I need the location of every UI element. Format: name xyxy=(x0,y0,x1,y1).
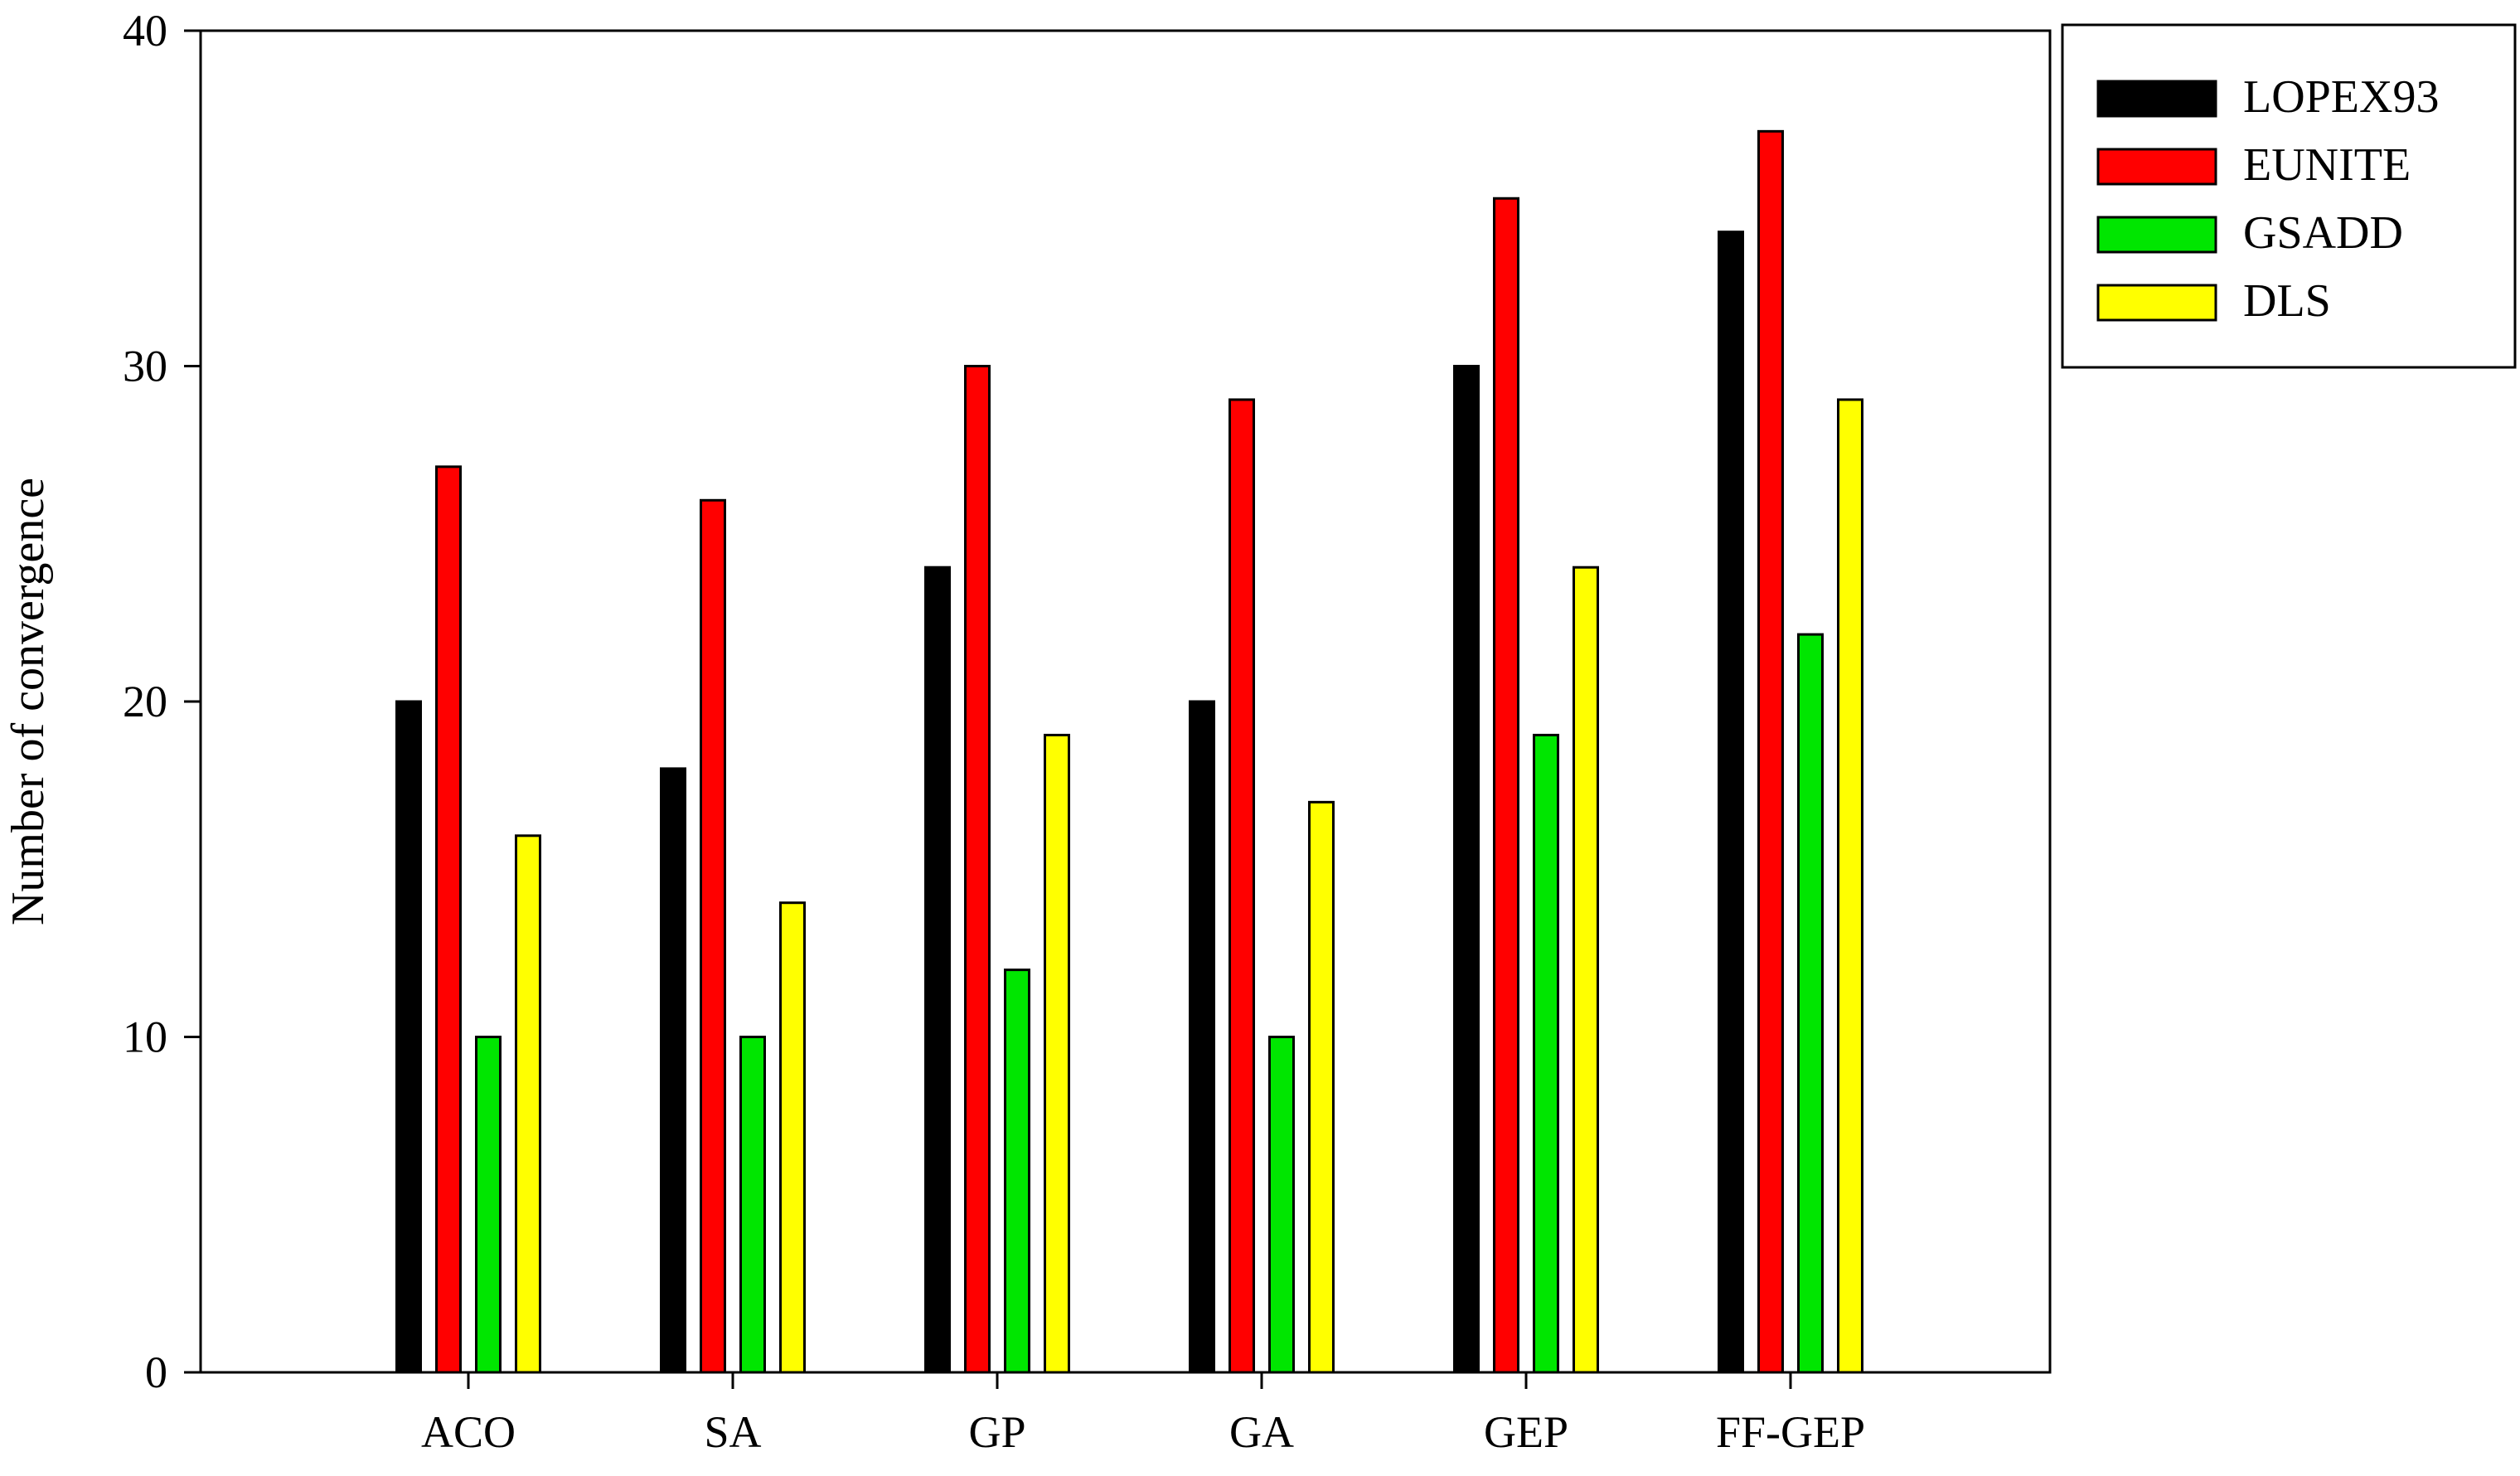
x-tick-label: GP xyxy=(968,1407,1025,1457)
bar xyxy=(475,1036,502,1374)
y-tick-label: 0 xyxy=(145,1347,167,1397)
bar xyxy=(660,767,686,1374)
bar xyxy=(924,566,951,1374)
bar xyxy=(1837,398,1863,1374)
legend: LOPEX93 EUNITE GSADD DLS xyxy=(2061,23,2517,369)
y-tick-label: 30 xyxy=(123,342,167,391)
bar xyxy=(515,834,541,1374)
bar xyxy=(1228,398,1255,1374)
bar xyxy=(1718,231,1744,1374)
x-tick-label: ACO xyxy=(421,1407,516,1457)
legend-label: DLS xyxy=(2243,275,2331,327)
plot-area xyxy=(395,129,1863,1374)
bar xyxy=(1493,197,1519,1374)
y-tick-label: 40 xyxy=(123,6,167,56)
legend-swatch xyxy=(2096,284,2217,322)
x-tick-label: GA xyxy=(1229,1407,1294,1457)
bar xyxy=(779,901,806,1374)
bar xyxy=(964,365,991,1374)
x-tick-label: GEP xyxy=(1484,1407,1568,1457)
bar xyxy=(1044,733,1070,1374)
axes: 0 10 20 30 40 ACO SA GP GA GEP FF-GEP xyxy=(123,6,2052,1457)
y-tick-label: 20 xyxy=(123,677,167,726)
legend-swatch xyxy=(2096,148,2217,186)
bar xyxy=(1308,800,1335,1374)
bar xyxy=(739,1036,766,1374)
y-axis-label: Number of convergence xyxy=(2,478,54,925)
x-tick-label: SA xyxy=(704,1407,761,1457)
x-tick-label: FF-GEP xyxy=(1716,1407,1865,1457)
bar xyxy=(1573,566,1599,1374)
bar xyxy=(1189,700,1215,1374)
legend-label: GSADD xyxy=(2243,207,2403,259)
bar xyxy=(1797,633,1824,1374)
legend-label: LOPEX93 xyxy=(2243,71,2439,123)
bar xyxy=(435,465,462,1374)
legend-swatch xyxy=(2096,80,2217,118)
y-tick-label: 10 xyxy=(123,1012,167,1062)
bar xyxy=(700,498,726,1374)
bar xyxy=(1004,969,1030,1374)
legend-label: EUNITE xyxy=(2243,139,2411,191)
bar xyxy=(1757,129,1784,1374)
legend-swatch xyxy=(2096,216,2217,254)
bar xyxy=(1268,1036,1295,1374)
bar xyxy=(1533,733,1559,1374)
bar xyxy=(395,700,422,1374)
bar xyxy=(1453,365,1480,1374)
